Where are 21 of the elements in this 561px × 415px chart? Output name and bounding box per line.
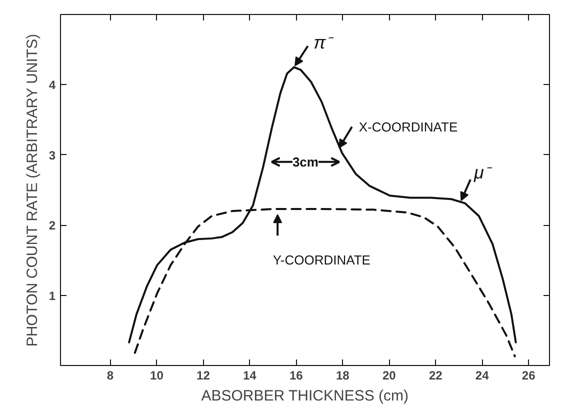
x-tick-label: 12 xyxy=(196,368,210,382)
x-tick-label: 26 xyxy=(522,368,536,382)
annotation: 3cm xyxy=(292,154,318,170)
y-tick-label: 2 xyxy=(48,218,56,233)
annotation: X-COORDINATE xyxy=(358,119,458,134)
y-tick-label: 1 xyxy=(48,288,56,303)
annotation: Y-COORDINATE xyxy=(272,252,371,268)
annotation: π⁻ xyxy=(314,32,335,53)
x-tick-label: 22 xyxy=(428,368,443,382)
y-axis-title: PHOTON COUNT RATE (ARBITRARY UNITS) xyxy=(24,34,41,347)
x-tick-label: 14 xyxy=(243,368,257,382)
x-axis-title: ABSORBER THICKNESS (cm) xyxy=(201,388,409,404)
y-tick-label: 3 xyxy=(48,148,56,162)
x-tick-label: 10 xyxy=(150,368,164,382)
x-tick-label: 8 xyxy=(106,368,114,382)
annotation: μ⁻ xyxy=(472,162,493,182)
y-tick-label: 4 xyxy=(48,78,56,92)
x-tick-label: 16 xyxy=(289,368,304,382)
x-tick-label: 20 xyxy=(382,368,396,382)
x-tick-label: 24 xyxy=(475,368,490,382)
x-tick-label: 18 xyxy=(336,368,350,382)
